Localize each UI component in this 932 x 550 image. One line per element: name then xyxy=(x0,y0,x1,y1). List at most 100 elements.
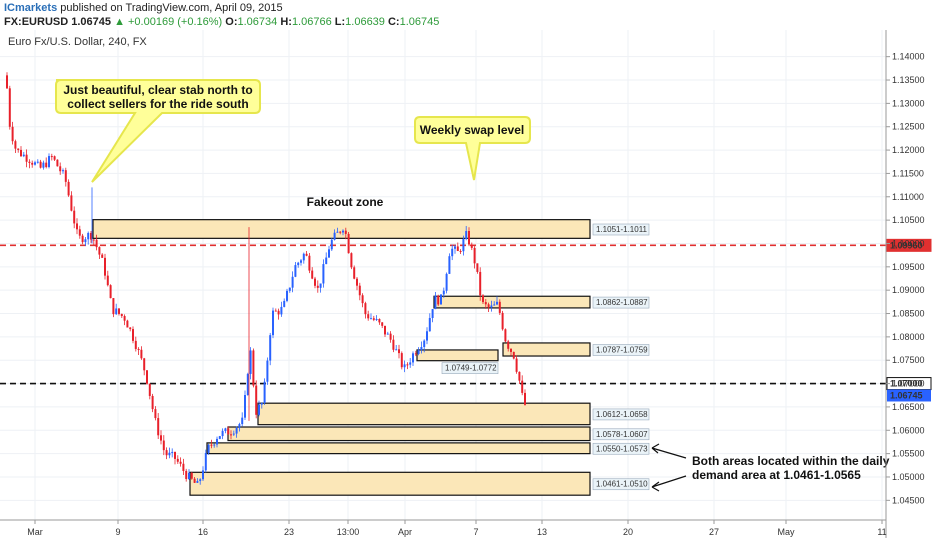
zone-label-bg xyxy=(592,344,650,356)
candle-body xyxy=(364,303,367,315)
published-text: published on TradingView.com, April 09, … xyxy=(60,2,283,14)
close-label: C: xyxy=(387,16,400,28)
time-tick-label: 13:00 xyxy=(337,527,360,537)
zone-box xyxy=(189,471,591,496)
open-value: 1.06734 xyxy=(237,16,278,28)
candle-body xyxy=(207,444,210,453)
price-tick-label: 1.04500 xyxy=(892,495,925,505)
candle-body xyxy=(367,314,370,319)
candle-body xyxy=(353,267,356,279)
zone-label-bg xyxy=(592,428,650,441)
candle-body xyxy=(123,316,126,321)
candle-body xyxy=(406,364,409,366)
candle-body xyxy=(87,232,90,240)
candle-body xyxy=(291,276,294,288)
price-tick-label: 1.06500 xyxy=(892,402,925,412)
zone-label-bg xyxy=(592,223,650,236)
candle-body xyxy=(104,257,106,276)
zone-label: 1.0862-1.0887 xyxy=(596,298,648,307)
candle-body xyxy=(384,325,386,335)
candle-body xyxy=(39,161,42,168)
quote-line: FX:EURUSD 1.06745 ▲ +0.00169 (+0.16%) O:… xyxy=(4,16,439,28)
candle-body xyxy=(126,320,129,328)
candle-body xyxy=(456,246,459,251)
candle-body xyxy=(339,231,342,233)
zone-box xyxy=(257,402,591,426)
candle-body xyxy=(62,170,64,172)
candle-body xyxy=(118,308,120,314)
zone-box xyxy=(502,342,591,357)
candle-body xyxy=(294,265,297,277)
candle-body xyxy=(134,340,137,349)
candles xyxy=(6,72,526,485)
time-tick-label: 11 xyxy=(877,527,886,537)
price-tick-label: 1.07000 xyxy=(892,379,925,389)
candle-body xyxy=(487,304,490,308)
candle-body xyxy=(246,373,249,396)
candle-body xyxy=(272,310,274,336)
candle-body xyxy=(45,162,48,168)
note-arrow xyxy=(651,443,687,459)
candle-body xyxy=(92,239,95,241)
symbol-label[interactable]: FX:EURUSD xyxy=(4,16,69,28)
candle-body xyxy=(193,478,196,483)
candle-body xyxy=(347,233,350,254)
candle-body xyxy=(297,262,300,266)
candle-body xyxy=(59,166,62,172)
price-tick-label: 1.08000 xyxy=(892,332,925,342)
publisher-name[interactable]: ICmarkets xyxy=(4,2,58,14)
candle-body xyxy=(496,301,498,305)
candle-body xyxy=(465,230,468,239)
price-tick-label: 1.09500 xyxy=(892,262,925,272)
candle-body xyxy=(216,438,218,445)
candle-body xyxy=(64,170,67,182)
candle-body xyxy=(182,463,185,471)
callout-bubble xyxy=(55,79,261,183)
candle-body xyxy=(361,295,364,304)
price-tick-label: 1.12500 xyxy=(892,122,925,132)
candle-body xyxy=(395,349,398,351)
zone-label-bg xyxy=(592,442,650,455)
low-label: L: xyxy=(334,16,346,28)
price-tick-label: 1.05500 xyxy=(892,449,925,459)
candle-body xyxy=(199,479,202,482)
close-value: 1.06745 xyxy=(399,16,440,28)
candle-body xyxy=(302,253,305,261)
time-tick-label: 7 xyxy=(473,527,478,537)
candle-body xyxy=(440,294,442,305)
candle-body xyxy=(25,154,28,162)
candle-body xyxy=(6,75,8,89)
candle-body xyxy=(132,329,134,341)
price-tick-label: 1.10000 xyxy=(892,238,925,248)
price-tick-label: 1.14000 xyxy=(892,52,925,62)
callout-text: Just beautiful, clear stab north to xyxy=(63,83,252,97)
zone-label: 1.0550-1.0573 xyxy=(596,444,648,453)
candle-body xyxy=(238,424,241,428)
zone-label: 1.0749-1.0772 xyxy=(445,364,497,373)
zone-box xyxy=(206,442,591,455)
candle-body xyxy=(174,451,176,459)
candle-body xyxy=(434,295,437,310)
price-tick-label: 1.13000 xyxy=(892,98,925,108)
candle-body xyxy=(451,248,454,257)
last-price-tag xyxy=(887,389,931,402)
candle-body xyxy=(426,331,428,341)
candle-body xyxy=(230,434,232,436)
last-price: 1.06745 xyxy=(71,16,111,28)
last-price-tag-label: 1.06745 xyxy=(890,390,923,400)
price-chart[interactable]: 1.1051-1.10111.0862-1.08871.0787-1.07591… xyxy=(0,30,932,550)
candle-body xyxy=(95,239,98,248)
candle-body xyxy=(221,430,224,437)
candle-body xyxy=(53,156,56,160)
candle-body xyxy=(370,318,372,320)
candle-body xyxy=(459,250,462,252)
candle-body xyxy=(31,162,34,165)
price-tick-label: 1.09000 xyxy=(892,285,925,295)
price-tick-label: 1.06000 xyxy=(892,425,925,435)
candle-body xyxy=(101,254,104,258)
zone-box xyxy=(227,426,591,442)
price-tick-label: 1.07500 xyxy=(892,355,925,365)
zone-label: 1.0612-1.0658 xyxy=(596,410,648,419)
candle-body xyxy=(414,353,417,355)
